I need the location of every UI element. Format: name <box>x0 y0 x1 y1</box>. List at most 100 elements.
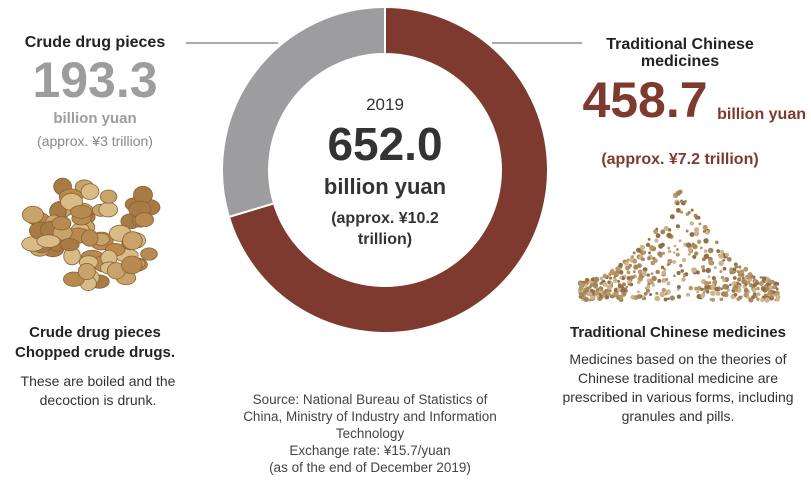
granule <box>649 245 655 251</box>
granule <box>720 275 725 280</box>
granule <box>722 266 727 271</box>
granule <box>669 214 675 220</box>
granule <box>667 297 670 301</box>
granule <box>767 291 771 295</box>
granule <box>654 238 659 243</box>
granule <box>722 278 726 282</box>
right-caption-text: Medicines based on the theories of Chine… <box>562 351 794 424</box>
granule <box>622 287 627 293</box>
granule <box>734 265 739 269</box>
granule <box>752 292 757 297</box>
granule <box>602 290 607 295</box>
granule <box>672 251 676 254</box>
granule <box>626 258 630 262</box>
granule <box>707 275 711 279</box>
granule <box>770 281 774 285</box>
granule <box>696 239 702 244</box>
granule <box>606 292 611 297</box>
granule <box>661 287 666 293</box>
granule <box>630 255 634 259</box>
granule <box>699 246 703 250</box>
granule <box>645 288 651 293</box>
granule <box>713 265 717 270</box>
granule <box>653 229 658 234</box>
left-unit: billion yuan <box>53 110 137 127</box>
granule <box>682 274 686 278</box>
drug-slice <box>21 205 44 224</box>
granule <box>678 239 682 243</box>
granule <box>632 270 636 274</box>
granule <box>756 297 760 301</box>
center-unit: billion yuan <box>323 174 447 199</box>
right-value: 458.7 <box>582 72 708 128</box>
granule <box>764 284 768 287</box>
granule <box>618 262 624 268</box>
granule <box>664 292 668 296</box>
granule <box>756 292 761 297</box>
drug-slice <box>140 247 158 261</box>
granule <box>667 249 672 254</box>
granule <box>660 229 666 235</box>
granule <box>760 286 766 291</box>
granule <box>700 287 704 291</box>
drug-slice <box>134 212 155 228</box>
granule <box>626 270 631 275</box>
crude-drug-image <box>21 177 161 291</box>
granule <box>631 275 635 279</box>
granule <box>617 270 620 274</box>
drug-slice <box>70 204 93 219</box>
granule <box>714 286 719 292</box>
granule <box>617 279 620 283</box>
granule <box>663 267 667 271</box>
granule <box>680 269 684 273</box>
drug-slice <box>81 229 99 247</box>
drug-slice <box>99 189 118 204</box>
granule <box>639 244 646 251</box>
granule <box>738 265 742 269</box>
granule <box>743 288 749 293</box>
left-approx: (approx. ¥3 trillion) <box>37 133 153 149</box>
granule <box>718 253 724 259</box>
granule <box>585 277 590 282</box>
granule <box>722 258 726 262</box>
granule <box>579 292 585 298</box>
granule <box>682 257 687 263</box>
granule <box>705 229 710 235</box>
granule <box>675 224 680 229</box>
granule <box>622 282 626 287</box>
granule <box>737 277 742 282</box>
granule <box>590 295 595 300</box>
granule <box>760 297 765 303</box>
granule <box>602 273 608 279</box>
center-approx: (approx. ¥10.2 trillion) <box>331 210 439 248</box>
granule <box>663 297 668 302</box>
granule <box>719 249 725 254</box>
drug-slice <box>80 183 100 200</box>
granule <box>748 297 754 303</box>
drug-slice <box>121 255 143 275</box>
granule <box>752 282 757 288</box>
granule <box>693 213 698 218</box>
granule <box>650 280 654 285</box>
granule <box>608 289 612 293</box>
granule <box>729 283 732 287</box>
granule <box>615 266 620 272</box>
center-year: 2019 <box>366 95 404 114</box>
granule <box>710 290 716 296</box>
granule <box>771 285 776 290</box>
granule <box>676 288 680 291</box>
granule <box>692 254 697 260</box>
granule <box>746 296 749 299</box>
granule <box>759 276 763 279</box>
granule <box>645 242 651 248</box>
granule <box>708 281 712 285</box>
granule <box>733 292 738 297</box>
granule <box>626 276 631 280</box>
granule <box>646 278 651 283</box>
granule <box>593 280 597 283</box>
exchange-rate: Exchange rate: ¥15.7/yuan <box>289 443 451 458</box>
granule <box>655 269 660 275</box>
granule <box>629 282 634 287</box>
granule <box>680 210 684 214</box>
